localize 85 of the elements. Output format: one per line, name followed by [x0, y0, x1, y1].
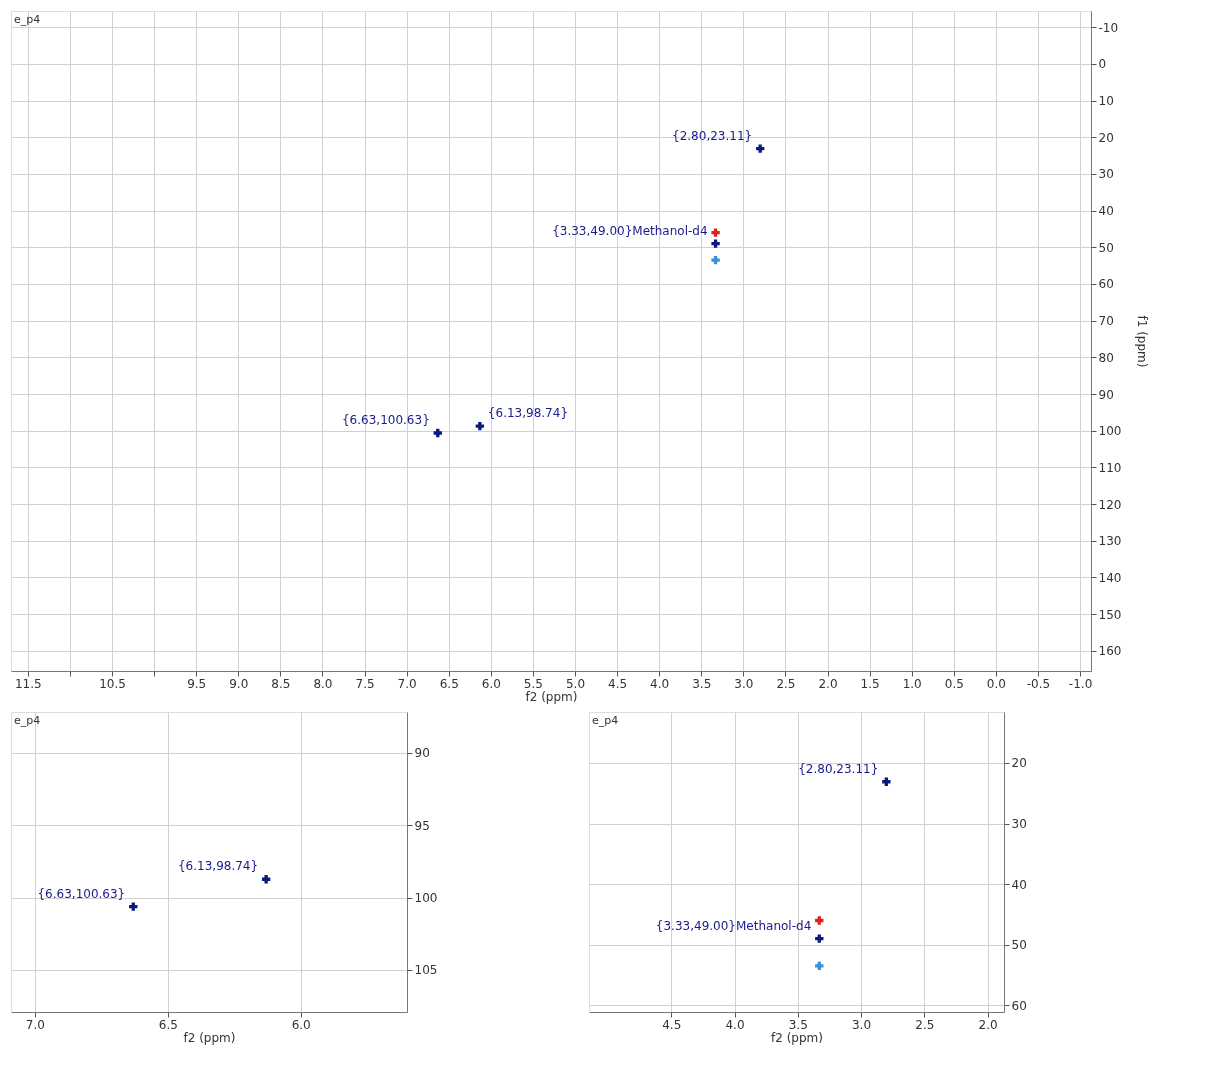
x-tick-label: 1.0 [902, 676, 922, 691]
point [475, 421, 485, 431]
x-axis-title: f2 (ppm) [525, 689, 578, 704]
y-tick-label: 160 [1098, 644, 1122, 659]
point [815, 961, 824, 971]
x-tick-label: 6.0 [291, 1017, 311, 1032]
y-tick-label: 90 [1098, 387, 1114, 402]
x-tick-label: 3.5 [692, 676, 712, 691]
x-tick-label: 9.0 [229, 676, 249, 691]
x-tick-label: -1.0 [1068, 676, 1093, 691]
y-tick-label: 20 [1011, 756, 1027, 771]
annotation: {6.63,100.63} [341, 413, 430, 428]
y-tick-label: 50 [1098, 240, 1114, 255]
y-tick-label: 70 [1098, 314, 1114, 329]
x-tick-label: 6.5 [439, 676, 459, 691]
x-tick-label: 4.0 [725, 1017, 745, 1032]
x-tick-label: 7.5 [355, 676, 375, 691]
y-tick-label: 40 [1098, 204, 1114, 219]
annotation: {6.13,98.74} [177, 859, 259, 874]
y-tick-label: 60 [1011, 998, 1027, 1013]
x-axis-title: f2 (ppm) [771, 1030, 823, 1045]
point [815, 934, 824, 943]
x-tick-label: 8.5 [271, 676, 291, 691]
point [711, 255, 720, 265]
y-tick-label: 140 [1098, 570, 1122, 585]
x-tick-label: 2.5 [776, 676, 796, 691]
x-tick-label: 11.5 [14, 676, 42, 691]
x-tick-label: 5.0 [565, 676, 586, 691]
y-axis-title: f1 (ppm) [1135, 315, 1150, 368]
y-tick-label: 10 [1098, 94, 1114, 109]
x-tick-label: 10.5 [99, 676, 126, 691]
x-tick-label: 7.0 [397, 676, 417, 691]
y-tick-label: 110 [1098, 460, 1122, 475]
y-tick-label: 30 [1098, 167, 1114, 182]
y-tick-label: 30 [1011, 817, 1027, 832]
x-tick-label: -0.5 [1026, 676, 1051, 691]
x-tick-label: 4.0 [650, 676, 670, 691]
annotation: {3.33,49.00}Methanol-d4 [552, 223, 708, 238]
x-tick-label: 3.0 [734, 676, 754, 691]
x-tick-label: 6.5 [158, 1017, 178, 1032]
y-tick-label: 130 [1098, 534, 1122, 549]
x-tick-label: 7.0 [25, 1017, 45, 1032]
y-tick-label: 60 [1098, 277, 1114, 292]
annotation: {2.80,23.11} [672, 128, 753, 143]
point [815, 916, 824, 925]
y-tick-label: 40 [1011, 877, 1027, 892]
x-tick-label: 5.5 [523, 676, 543, 691]
x-tick-label: 3.0 [851, 1017, 872, 1032]
y-tick-label: 80 [1098, 350, 1114, 365]
point [756, 144, 765, 153]
x-tick-label: 8.0 [313, 676, 333, 691]
y-tick-label: -10 [1098, 20, 1119, 35]
annotation: e_p4 [592, 714, 619, 727]
y-tick-label: 150 [1098, 607, 1122, 622]
x-tick-label: 9.5 [187, 676, 207, 691]
x-tick-label: 0.5 [944, 676, 964, 691]
x-tick-label: 2.0 [978, 1017, 998, 1032]
y-tick-label: 95 [414, 818, 430, 833]
point [711, 228, 720, 237]
annotation: {6.13,98.74} [487, 406, 569, 421]
x-tick-label: 6.0 [481, 676, 501, 691]
y-tick-label: 100 [414, 891, 438, 906]
x-tick-label: 0.0 [986, 676, 1006, 691]
annotation: e_p4 [14, 714, 41, 727]
y-tick-label: 90 [414, 746, 430, 761]
point [711, 239, 720, 248]
annotation: {3.33,49.00}Methanol-d4 [655, 918, 812, 933]
annotation: {2.80,23.11} [798, 761, 879, 776]
annotation: e_p4 [14, 13, 41, 26]
y-tick-label: 100 [1098, 424, 1122, 439]
y-tick-label: 20 [1098, 130, 1114, 145]
x-tick-label: 2.0 [818, 676, 838, 691]
x-tick-label: 4.5 [662, 1017, 682, 1032]
y-tick-label: 0 [1098, 57, 1107, 72]
x-axis-title: f2 (ppm) [183, 1030, 236, 1045]
point [433, 428, 442, 438]
x-tick-label: 2.5 [915, 1017, 935, 1032]
y-tick-label: 120 [1098, 497, 1122, 512]
y-tick-label: 50 [1011, 938, 1027, 953]
y-tick-label: 105 [414, 963, 438, 978]
x-tick-label: 1.5 [860, 676, 880, 691]
x-tick-label: 4.5 [608, 676, 628, 691]
annotation: {6.63,100.63} [37, 886, 126, 901]
point [882, 777, 891, 786]
x-tick-label: 3.5 [788, 1017, 808, 1032]
